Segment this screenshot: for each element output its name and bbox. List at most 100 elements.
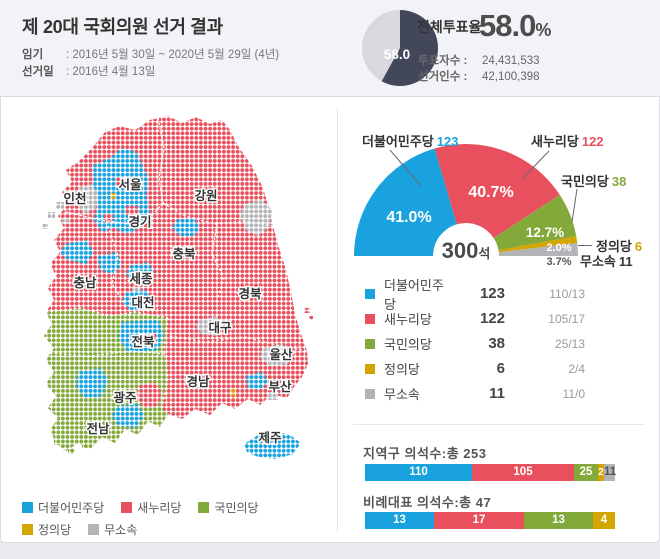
- electorate-value: 42,100,398: [482, 71, 540, 83]
- map-island: [54, 438, 62, 445]
- map-region-gangwon-gray: [240, 200, 272, 236]
- district-bar-title: 지역구 의석수:총 253: [363, 446, 487, 461]
- kukmin-color-chip: [365, 338, 375, 349]
- map-gray-bit: [268, 392, 278, 400]
- map-island: [42, 224, 48, 229]
- map-region-jeonnam-blue: [76, 368, 108, 398]
- proportional-bar-title: 비례대표 의석수:총 47: [363, 495, 492, 510]
- map-legend-row-2: 정의당 무소속: [22, 521, 137, 538]
- map-island: [60, 428, 66, 433]
- district-seats-bar: 110 105 25 2 11: [365, 464, 616, 481]
- justice-color-chip: [22, 524, 33, 535]
- map-red-bit: [126, 206, 138, 215]
- party-seats: 6: [496, 360, 505, 377]
- percent-label-independent: 3.7%: [546, 256, 571, 268]
- callout-saenuri: 새누리당 122: [531, 134, 604, 149]
- percent-label-kukmin: 12.7%: [526, 225, 564, 240]
- saenuri-color-chip: [121, 502, 133, 513]
- date-value: : 2016년 4월 13일: [66, 66, 156, 78]
- term-value: : 2016년 5월 30일 ~ 2020년 5월 29일 (4년): [66, 49, 280, 61]
- party-name: 더불어민주당: [384, 277, 444, 312]
- callout-justice: 정의당 6: [596, 239, 643, 254]
- legend-item-kukmin: 국민의당: [198, 499, 259, 516]
- map-label-chungnam: 충남: [73, 275, 97, 290]
- map-island: [309, 316, 313, 320]
- callout-leader-lines: [389, 149, 592, 246]
- callout-kukmin: 국민의당 38: [561, 174, 627, 189]
- bar-segment-minjoo: 13: [365, 512, 434, 529]
- party-seats: 38: [488, 335, 505, 352]
- bar-segment-independent: 11: [604, 464, 616, 481]
- map-region-jeonnam-blue2: [112, 404, 144, 428]
- party-split: 110/13: [549, 286, 585, 301]
- map-label-jeonbuk: 전북: [131, 334, 155, 349]
- percent-label-justice: 2.0%: [546, 242, 571, 254]
- voters-line: 투표자수 : 24,431,533: [418, 52, 540, 68]
- map-island: [68, 448, 75, 454]
- map-label-chungbuk: 충북: [172, 246, 196, 261]
- term-label: 임기: [22, 49, 44, 61]
- map-label-gyeongbuk: 경북: [238, 286, 262, 301]
- map-region-daejeon: [122, 290, 152, 310]
- slice-saenuri: [434, 144, 560, 238]
- date-label: 선거일: [22, 66, 54, 78]
- map-region-chungnam-blue2: [98, 252, 122, 274]
- legend-item-minjoo: 더불어민주당: [22, 499, 104, 516]
- bar-segment-kukmin: 13: [524, 512, 593, 529]
- map-red-bit: [116, 178, 126, 187]
- map-region-ulsan-gray: [260, 344, 292, 366]
- turnout-pie-chart: 58.0: [362, 10, 439, 86]
- turnout-percent: 58.0%: [479, 8, 552, 43]
- turnout-pie-slice: [381, 10, 439, 86]
- map-label-jeju: 제주: [258, 431, 282, 445]
- bar-segment-kukmin: 25: [574, 464, 598, 481]
- map-red-bit: [104, 214, 113, 222]
- seat-half-donut-chart: 41.0% 40.7% 12.7% 2.0% 3.7% 300석: [354, 144, 592, 268]
- map-labels: 인천 서울 경기 강원 충북 세종 충남 대전 경북 전북 대구 울산 경남 부…: [62, 176, 295, 447]
- table-row: 무소속 11 11/0: [353, 381, 645, 406]
- callout-minjoo: 더불어민주당 123: [362, 134, 459, 149]
- map-region-chungnam-blue: [60, 240, 94, 264]
- party-split: 105/17: [548, 311, 585, 326]
- map-region-mid-blue: [172, 218, 200, 236]
- legend-item-saenuri: 새누리당: [121, 499, 181, 516]
- independent-color-chip: [365, 388, 375, 399]
- party-seat-table: 더불어민주당 123 110/13 새누리당 122 105/17 국민의당 3…: [353, 278, 645, 406]
- total-seats-label: 300석: [442, 238, 491, 263]
- bar-segment-justice: 4: [593, 512, 615, 529]
- map-justice-seat-gyeongnam: [230, 388, 236, 396]
- vertical-divider: [337, 108, 338, 532]
- map-region-incheon: [76, 184, 98, 214]
- electorate-label: 선거인수 :: [418, 71, 468, 83]
- map-legend-row-1: 더불어민주당 새누리당 국민의당: [22, 499, 259, 516]
- independent-color-chip: [88, 524, 100, 535]
- map-label-gwangju: 광주: [113, 390, 137, 405]
- slice-minjoo: [354, 148, 457, 256]
- bar-segment-minjoo: 110: [365, 464, 472, 481]
- election-date-line: 선거일 : 2016년 4월 13일: [22, 63, 155, 79]
- proportional-seats-bar: 13 17 13 4: [365, 512, 615, 529]
- map-island: [82, 442, 90, 448]
- party-name: 정의당: [384, 362, 420, 377]
- map-label-sejong: 세종: [129, 271, 153, 286]
- legend-item-independent: 무소속: [88, 521, 137, 538]
- section-divider: [353, 424, 645, 425]
- map-regions: [42, 116, 313, 459]
- map-island: [56, 202, 64, 209]
- slice-kukmin: [493, 194, 577, 251]
- bar-segment-saenuri: 105: [472, 464, 574, 481]
- party-seats: 123: [479, 285, 505, 302]
- turnout-pie-label: 58.0: [384, 47, 410, 62]
- map-island: [304, 308, 310, 313]
- table-row: 국민의당 38 25/13: [353, 331, 645, 356]
- callout-independent: 무소속 11: [580, 254, 633, 269]
- map-island: [48, 212, 55, 218]
- map-label-busan: 부산: [268, 379, 292, 394]
- header-band: 제 20대 국회의원 선거 결과 임기: 2016년 5월 30일 ~ 2020…: [0, 0, 660, 97]
- bar-segment-justice: 2: [598, 464, 604, 481]
- electorate-line: 선거인수 : 42,100,398: [418, 68, 540, 84]
- percent-label-minjoo: 41.0%: [386, 209, 431, 226]
- map-label-ulsan: 울산: [269, 347, 293, 362]
- map-label-incheon: 인천: [63, 191, 86, 206]
